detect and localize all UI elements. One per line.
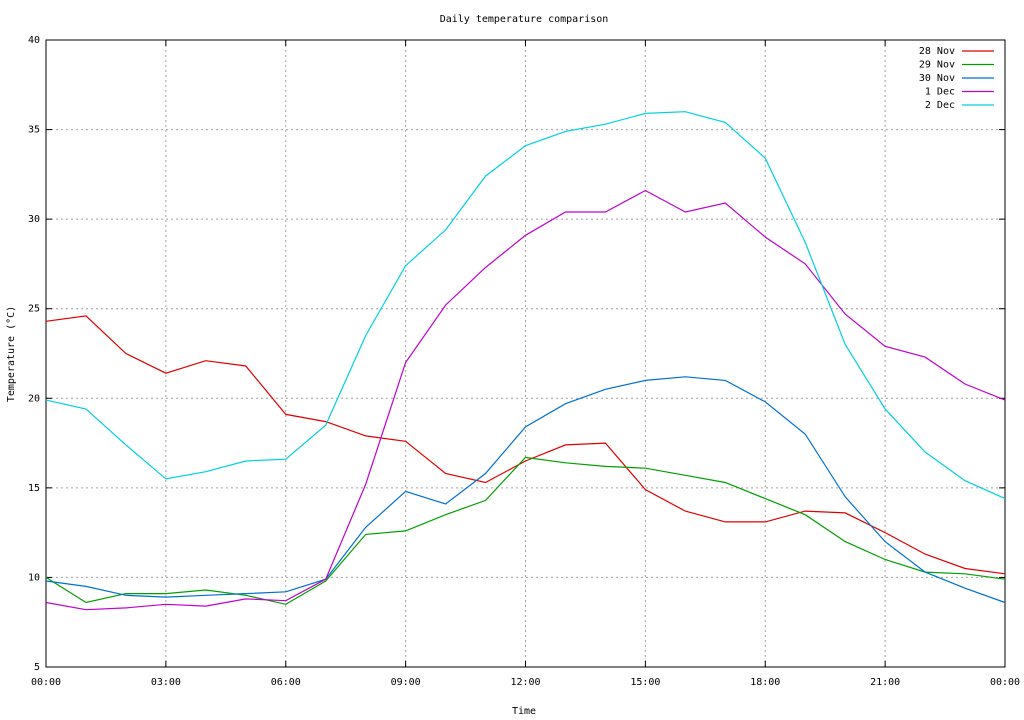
legend-label: 30 Nov [919,73,955,84]
series-line [45,456,1006,605]
y-tick-label: 25 [28,304,40,315]
x-tick-label: 15:00 [630,677,660,688]
x-axis-label: Time [512,706,536,717]
y-tick-label: 35 [28,125,40,136]
series-line [45,315,1006,575]
x-tick-label: 09:00 [391,677,421,688]
series-line [45,189,1006,611]
y-tick-label: 5 [34,662,40,673]
x-tick-label: 21:00 [870,677,900,688]
x-tick-label: 06:00 [271,677,301,688]
plot-border [45,39,1006,668]
y-tick-label: 10 [28,572,40,583]
series-line [45,111,1006,500]
legend-label: 1 Dec [925,87,955,98]
y-tick-label: 15 [28,483,40,494]
y-tick-label: 30 [28,214,40,225]
legend-label: 28 Nov [919,46,955,57]
chart-title: Daily temperature comparison [440,14,609,25]
x-tick-label: 00:00 [31,677,61,688]
y-tick-label: 20 [28,393,40,404]
series-line [45,376,1006,604]
x-tick-label: 00:00 [990,677,1020,688]
legend-label: 2 Dec [925,100,955,111]
legend-label: 29 Nov [919,60,955,71]
x-tick-label: 18:00 [750,677,780,688]
y-tick-label: 40 [28,35,40,46]
y-axis-label: Temperature (°C) [6,306,17,402]
x-tick-label: 12:00 [510,677,540,688]
x-tick-label: 03:00 [151,677,181,688]
